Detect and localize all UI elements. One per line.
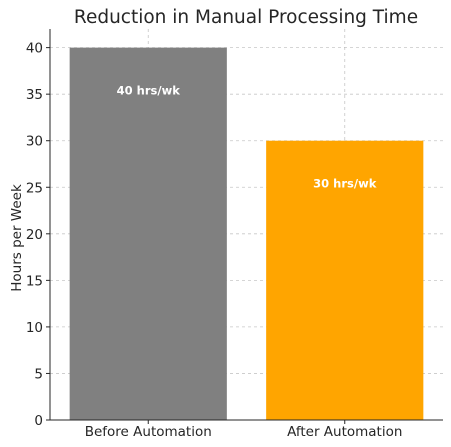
y-ticks: 0 5 10 15 20 25 30 35 40 <box>26 41 50 429</box>
y-tick-label: 15 <box>26 273 43 289</box>
chart-title: Reduction in Manual Processing Time <box>74 7 418 28</box>
x-tick-label: Before Automation <box>85 424 212 440</box>
bar-value-labels: 40 hrs/wk 30 hrs/wk <box>117 84 377 191</box>
y-tick-label: 0 <box>34 413 43 429</box>
y-tick-label: 20 <box>26 227 43 243</box>
y-axis-label: Hours per Week <box>9 184 25 292</box>
bar-value-label: 40 hrs/wk <box>117 84 181 98</box>
x-tick-label: After Automation <box>287 424 402 440</box>
y-tick-label: 35 <box>26 87 43 103</box>
bar-value-label: 30 hrs/wk <box>313 177 377 191</box>
bars <box>69 47 424 420</box>
y-tick-label: 10 <box>26 320 43 336</box>
y-tick-label: 5 <box>34 366 43 382</box>
bar-1 <box>69 47 227 420</box>
y-tick-label: 25 <box>26 180 43 196</box>
x-ticks: Before Automation After Automation <box>85 420 402 440</box>
bar-2 <box>266 140 424 420</box>
y-tick-label: 30 <box>26 134 43 150</box>
y-tick-label: 40 <box>26 41 43 57</box>
